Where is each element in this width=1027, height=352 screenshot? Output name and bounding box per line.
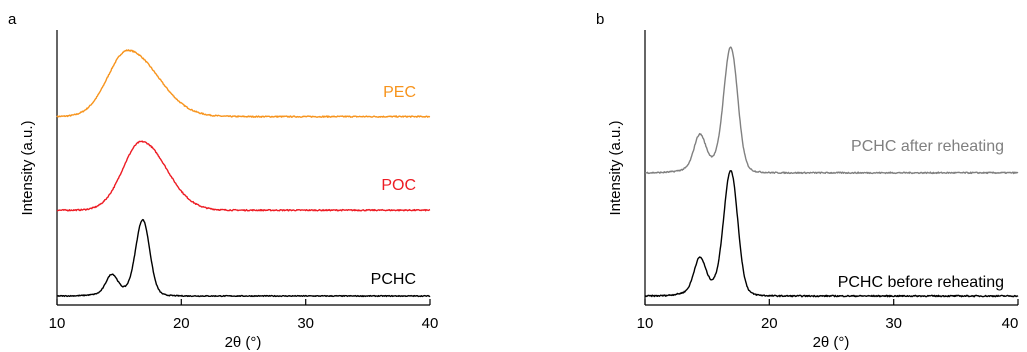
panel-b-trace-before-reheating [644, 170, 1019, 298]
panel-b-tick-label-20: 20 [761, 315, 778, 332]
panel-a: a 10 20 30 40 2θ (°) Intensity (a.u.) PE… [8, 11, 438, 351]
panel-a-trace-pec [56, 49, 431, 118]
panel-a-trace-pchc [56, 218, 431, 298]
panel-b-tick-label-10: 10 [637, 315, 654, 332]
panel-a-series-label-pchc: PCHC [371, 271, 416, 288]
panel-b-series-label-before-reheating: PCHC before reheating [838, 274, 1004, 291]
panel-a-tick-label-10: 10 [49, 315, 66, 332]
panel-a-x-axis-title: 2θ (°) [225, 334, 262, 351]
panel-a-tick-label-20: 20 [173, 315, 190, 332]
panel-a-tick-label-30: 30 [297, 315, 314, 332]
panel-b: b 10 20 30 40 2θ (°) Intensity (a.u.) PC… [596, 11, 1019, 351]
panel-b-x-axis-title: 2θ (°) [813, 334, 850, 351]
panel-a-tick-label-40: 40 [422, 315, 439, 332]
panel-a-trace-poc [56, 140, 431, 212]
panel-a-series-label-poc: POC [381, 177, 416, 194]
panel-b-y-axis-title: Intensity (a.u.) [607, 120, 624, 215]
panel-b-label: b [596, 11, 604, 28]
panel-b-trace-after-reheating [644, 46, 1019, 175]
panel-a-label: a [8, 11, 17, 28]
panel-b-tick-label-30: 30 [885, 315, 902, 332]
panel-b-series-label-after-reheating: PCHC after reheating [851, 138, 1004, 155]
panel-b-tick-label-40: 40 [1002, 315, 1019, 332]
panel-a-series-label-pec: PEC [383, 84, 416, 101]
panel-a-y-axis-title: Intensity (a.u.) [19, 120, 36, 215]
